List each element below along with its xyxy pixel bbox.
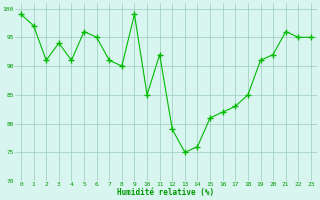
X-axis label: Humidité relative (%): Humidité relative (%)	[117, 188, 214, 197]
